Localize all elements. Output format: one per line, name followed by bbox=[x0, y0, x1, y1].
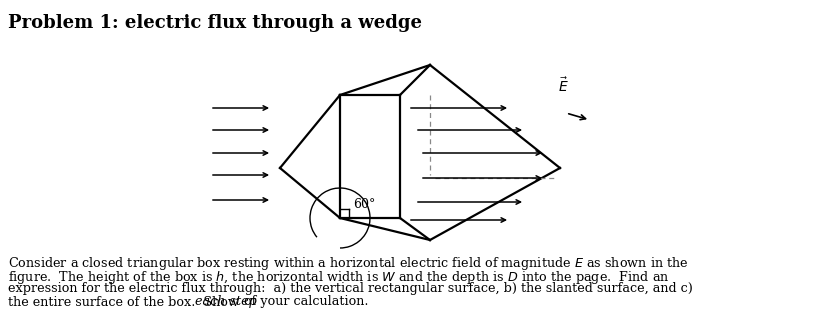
Text: the entire surface of the box.  Show: the entire surface of the box. Show bbox=[8, 295, 243, 309]
Text: 60°: 60° bbox=[353, 199, 376, 211]
Text: figure.  The height of the box is $h$, the horizontal width is $W$ and the depth: figure. The height of the box is $h$, th… bbox=[8, 268, 670, 285]
Text: of your calculation.: of your calculation. bbox=[241, 295, 369, 309]
Text: each step: each step bbox=[194, 295, 256, 309]
Text: Problem 1: electric flux through a wedge: Problem 1: electric flux through a wedge bbox=[8, 14, 422, 32]
Text: expression for the electric flux through:  a) the vertical rectangular surface, : expression for the electric flux through… bbox=[8, 282, 693, 295]
Text: $\vec{E}$: $\vec{E}$ bbox=[558, 76, 569, 95]
Text: Consider a closed triangular box resting within a horizontal electric field of m: Consider a closed triangular box resting… bbox=[8, 255, 689, 272]
